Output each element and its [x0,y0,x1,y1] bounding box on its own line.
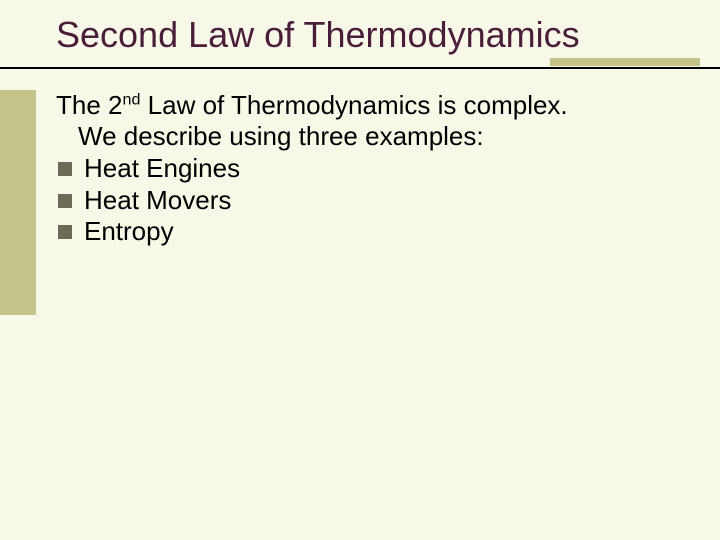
square-bullet-icon [58,225,72,239]
body-area: The 2nd Law of Thermodynamics is complex… [56,90,676,247]
intro-line1-prefix: The 2 [56,90,123,120]
square-bullet-icon [58,162,72,176]
left-accent-bar [0,90,36,315]
slide: Second Law of Thermodynamics The 2nd Law… [0,0,720,540]
title-underline [0,67,720,69]
slide-title: Second Law of Thermodynamics [56,14,686,55]
intro-line2: We describe using three examples: [56,121,676,152]
list-item-label: Entropy [84,216,174,246]
list-item: Heat Engines [56,153,676,184]
title-area: Second Law of Thermodynamics [56,14,686,55]
bullet-list: Heat Engines Heat Movers Entropy [56,153,676,247]
intro-line1-suffix: Law of Thermodynamics is complex. [140,90,567,120]
list-item-label: Heat Movers [84,185,231,215]
title-accent-bar [550,58,700,66]
list-item: Heat Movers [56,185,676,216]
list-item: Entropy [56,216,676,247]
intro-text: The 2nd Law of Thermodynamics is complex… [56,90,676,151]
square-bullet-icon [58,194,72,208]
list-item-label: Heat Engines [84,153,240,183]
intro-line1-superscript: nd [123,90,141,108]
